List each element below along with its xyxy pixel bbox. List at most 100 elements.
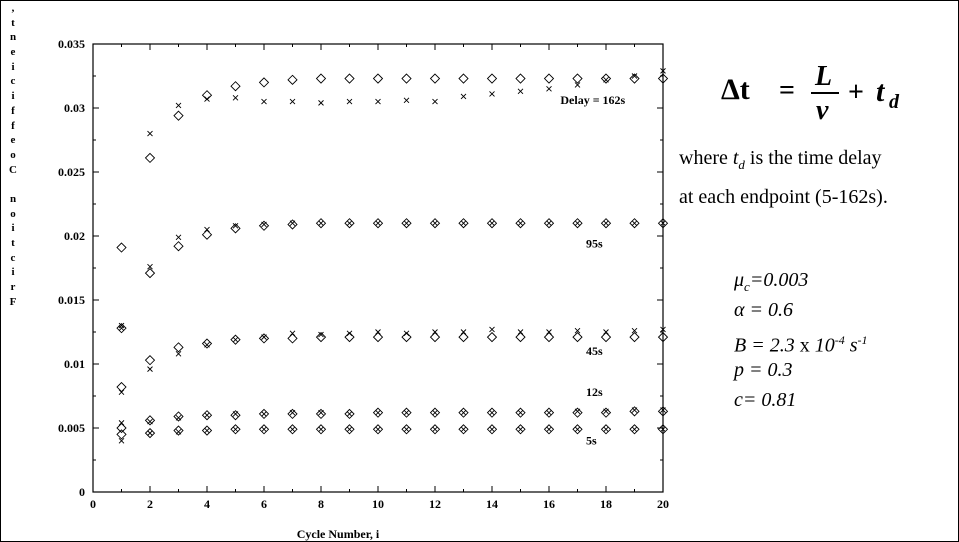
diamond-point [173, 411, 184, 422]
x-tick-label: 2 [147, 497, 153, 511]
cross-point [574, 327, 581, 334]
diamond-point [116, 429, 127, 440]
cross-point [261, 98, 267, 105]
cross-point [517, 426, 524, 433]
cross-point [546, 329, 552, 335]
diamond-point [230, 424, 241, 435]
cross-point [403, 220, 410, 227]
diamond-point [116, 242, 127, 253]
cross-point [318, 100, 324, 106]
diamond-point [258, 77, 270, 88]
diamond-point [657, 406, 669, 417]
diamond-point [657, 424, 669, 435]
diamond-point [344, 424, 355, 435]
diamond-point [600, 218, 612, 229]
diamond-point [629, 218, 640, 229]
cross-point [204, 226, 210, 233]
cross-point [375, 409, 381, 416]
cross-point [318, 220, 324, 227]
cross-point [660, 220, 666, 227]
cross-point [147, 418, 153, 425]
cross-point [631, 426, 638, 433]
diamond-point [230, 81, 241, 92]
diamond-point [429, 218, 441, 229]
cross-point [517, 409, 524, 416]
scatter-chart: 0 2 4 6 8 10 12 14 16 18 20 0 0.005 0.01 0.015 0.02 0.02… [58, 37, 669, 541]
diamond-point [173, 241, 184, 252]
diamond-point [600, 73, 612, 84]
cross-point [204, 427, 210, 434]
cross-point [432, 98, 438, 105]
diamond-point [344, 218, 355, 229]
diamond-point [258, 333, 270, 344]
y-tick-label: 0.005 [58, 421, 85, 435]
diamond-point [429, 331, 441, 343]
cross-point [403, 330, 410, 337]
diamond-point [201, 425, 213, 436]
diamond-point [116, 381, 127, 393]
cross-point [118, 420, 125, 426]
diamond-point [515, 424, 526, 435]
y-tick-label: 0.03 [64, 101, 85, 115]
y-tick-label: 0.015 [58, 293, 85, 307]
cross-point [546, 220, 552, 227]
diamond-point [543, 424, 555, 435]
cross-point [631, 327, 638, 334]
formula-term-subscript: d [889, 91, 900, 113]
diamond-point [515, 218, 526, 229]
cross-point [175, 102, 182, 109]
diamond-point [144, 267, 156, 279]
cross-point [261, 426, 267, 433]
cross-point [289, 98, 296, 105]
time-delay-note: where td is the time delay at each endpo… [679, 142, 957, 213]
param-c: c= 0.81 [734, 389, 797, 411]
note-line-1: where td is the time delay [679, 147, 882, 172]
diamond-point [657, 331, 669, 343]
diamond-point [344, 73, 355, 84]
cross-point [460, 426, 467, 433]
y-tick-label: 0.025 [58, 165, 85, 179]
cross-point [147, 130, 153, 137]
cross-point [432, 220, 438, 227]
cross-point [489, 409, 495, 416]
diamond-point [258, 220, 270, 231]
diamond-point [515, 331, 526, 343]
formula-denominator: v [816, 95, 829, 121]
cross-point [403, 97, 410, 104]
diamond-point [600, 331, 612, 343]
delta-t-formula: Δt = L v + t d [721, 61, 900, 121]
diamond-point [344, 408, 355, 420]
diamond-point [144, 355, 156, 366]
param-p: p = 0.3 [734, 359, 793, 381]
diamond-point [401, 218, 412, 229]
diamond-point [144, 415, 156, 426]
diamond-point [543, 218, 555, 229]
note-line-2: at each endpoint (5-162s). [679, 186, 888, 208]
cross-point [346, 220, 353, 227]
diamond-point [315, 408, 327, 420]
diamond-point [173, 342, 184, 353]
cross-point [546, 409, 552, 416]
delay-annotation: Delay = 162s [560, 93, 625, 107]
cross-point [232, 336, 239, 343]
cross-point [346, 411, 353, 417]
diamond-point [372, 331, 384, 343]
cross-point [289, 426, 296, 433]
diamond-point [201, 90, 213, 101]
cross-point [603, 426, 609, 433]
diamond-point [230, 334, 241, 345]
diamond-point [344, 331, 355, 343]
cross-point [517, 220, 524, 227]
diamond-point [458, 424, 469, 435]
x-tick-label: 16 [543, 497, 555, 511]
cross-point [289, 220, 296, 227]
diamond-point [572, 407, 583, 418]
param-alpha: α = 0.6 [734, 299, 793, 321]
cross-point [147, 366, 153, 372]
cross-point [261, 411, 267, 417]
diamond-point [543, 73, 555, 84]
cross-point [546, 426, 552, 433]
diamond-point [458, 407, 469, 418]
cross-point [660, 407, 666, 413]
